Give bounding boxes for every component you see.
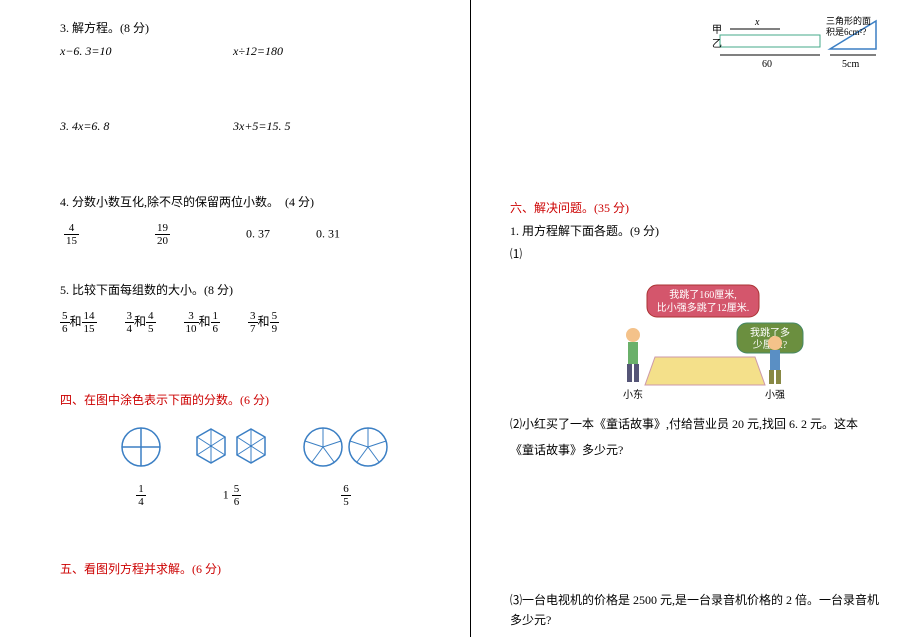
shape-frac2: 56 [232, 483, 242, 508]
q63: ⑶一台电视机的价格是 2500 元,是一台录音机价格的 2 倍。一台录音机多少元… [510, 591, 880, 629]
section-4-title: 四、在图中涂色表示下面的分数。(6 分) [60, 391, 450, 410]
pair4b: 59 [270, 310, 280, 335]
eq1: x−6. 3=10 [60, 42, 230, 61]
eq2: x÷12=180 [233, 42, 403, 61]
svg-text:x: x [754, 17, 760, 28]
svg-text:我跳了多: 我跳了多 [750, 326, 790, 339]
shape-frac3: 65 [341, 483, 351, 508]
pair4a: 37 [248, 310, 258, 335]
diagram: x 甲 乙 60 5cm 三角形的面 积是6cm²? [680, 15, 880, 75]
svg-text:三角形的面: 三角形的面 [826, 15, 871, 26]
shape-row [60, 425, 450, 469]
svg-text:我跳了160厘米,: 我跳了160厘米, [669, 288, 737, 301]
pair2b: 45 [146, 310, 156, 335]
val-037: 0. 37 [246, 226, 270, 240]
svg-text:积是6cm²?: 积是6cm²? [826, 26, 866, 37]
frac-19-20: 1920 [155, 222, 170, 247]
shape-frac1: 14 [136, 483, 146, 508]
q5-title: 5. 比较下面每组数的大小。(8 分) [60, 281, 450, 300]
pair1b: 1415 [82, 310, 97, 335]
q3-title: 3. 解方程。(8 分) [60, 19, 450, 38]
q61-1: ⑴ [510, 245, 880, 264]
eq4: 3x+5=15. 5 [233, 117, 403, 136]
q4-title: 4. 分数小数互化,除不尽的保留两位小数。 (4 分) [60, 193, 450, 212]
q62: ⑵小红买了一本《童话故事》,付给营业员 20 元,找回 6. 2 元。这本《童话… [510, 411, 880, 464]
eq3: 3. 4x=6. 8 [60, 117, 230, 136]
svg-text:5cm: 5cm [842, 59, 859, 70]
svg-text:小强: 小强 [765, 389, 785, 401]
pair1a: 56 [60, 310, 70, 335]
pair3a: 310 [184, 310, 199, 335]
frac-4-15: 415 [64, 222, 79, 247]
svg-text:乙: 乙 [712, 38, 722, 50]
circle-quarters-icon [119, 425, 163, 469]
section-5-title: 五、看图列方程并求解。(6 分) [60, 560, 450, 579]
hexagons-icon [191, 427, 273, 467]
svg-text:60: 60 [762, 59, 772, 70]
circles-fifths-icon [301, 425, 391, 469]
svg-text:小东: 小东 [623, 388, 643, 401]
kids-figure: 我跳了160厘米, 比小强多跳了12厘米. 我跳了多 少厘米? 小东 小强 [510, 273, 880, 403]
q61-title: 1. 用方程解下面各题。(9 分) [510, 222, 880, 241]
svg-text:甲: 甲 [712, 25, 722, 36]
pair2a: 34 [125, 310, 135, 335]
section-6-title: 六、解决问题。(35 分) [510, 199, 880, 218]
svg-text:比小强多跳了12厘米.: 比小强多跳了12厘米. [657, 301, 750, 314]
pair3b: 16 [211, 310, 221, 335]
val-031: 0. 31 [316, 226, 340, 240]
